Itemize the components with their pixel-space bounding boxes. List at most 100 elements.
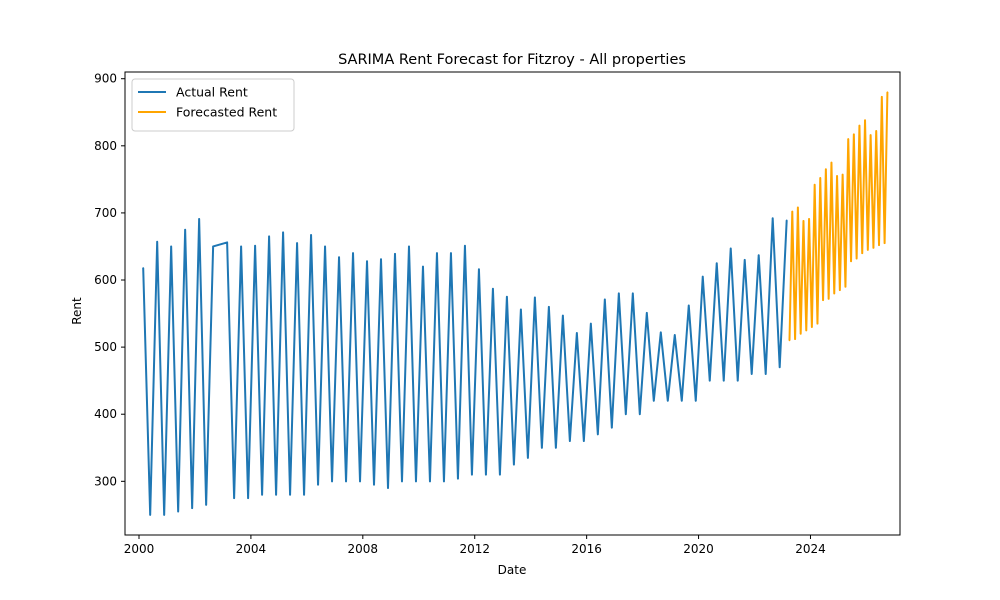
data-point-0-62 — [583, 440, 585, 442]
data-point-1-7 — [808, 218, 810, 220]
data-point-0-40 — [429, 480, 431, 483]
data-point-1-32 — [878, 244, 880, 246]
data-point-1-4 — [799, 332, 802, 335]
data-point-0-54 — [527, 457, 529, 459]
legend-box — [131, 78, 295, 132]
data-point-0-70 — [639, 413, 641, 416]
y-tick-label-1: 400 — [94, 407, 117, 421]
y-tick-label-5: 800 — [94, 139, 117, 153]
data-point-0-3 — [163, 514, 165, 516]
data-point-1-18 — [839, 289, 841, 291]
series-line-1 — [788, 92, 889, 341]
legend: Actual Rent Forecasted Rent — [131, 78, 295, 132]
legend-label-0: Actual Rent — [176, 85, 248, 100]
data-point-1-35 — [886, 91, 889, 93]
data-point-0-35 — [394, 253, 396, 255]
data-point-0-64 — [597, 433, 599, 436]
data-point-1-14 — [827, 298, 830, 300]
data-point-1-19 — [841, 173, 844, 176]
data-point-1-12 — [822, 299, 824, 301]
data-point-1-26 — [861, 252, 864, 254]
data-point-0-87 — [757, 254, 760, 256]
x-tick-label-4: 2016 — [571, 542, 602, 556]
data-point-0-88 — [764, 373, 767, 375]
data-point-0-0 — [142, 267, 144, 269]
data-point-0-82 — [722, 379, 725, 382]
data-point-0-41 — [436, 252, 438, 254]
data-point-0-63 — [590, 322, 592, 325]
data-point-0-89 — [771, 217, 774, 220]
y-tick-label-3: 600 — [94, 273, 117, 287]
data-point-0-26 — [331, 480, 333, 483]
data-point-1-30 — [872, 247, 875, 249]
data-point-0-4 — [170, 245, 172, 248]
data-point-0-47 — [478, 268, 480, 271]
data-point-0-21 — [296, 242, 298, 244]
data-point-1-21 — [847, 138, 850, 140]
data-point-1-29 — [869, 134, 872, 136]
data-point-0-80 — [708, 379, 711, 382]
data-point-0-31 — [366, 260, 368, 263]
legend-label-1: Forecasted Rent — [176, 105, 277, 120]
data-point-0-20 — [289, 493, 291, 496]
data-point-1-27 — [864, 119, 866, 122]
data-point-0-52 — [513, 463, 515, 466]
x-tick-label-1: 2004 — [236, 542, 267, 556]
data-point-1-8 — [811, 326, 813, 328]
data-point-1-16 — [833, 292, 836, 295]
data-point-0-46 — [471, 473, 473, 476]
data-point-0-42 — [443, 480, 445, 483]
data-point-0-67 — [618, 292, 620, 295]
data-point-0-34 — [387, 487, 389, 489]
data-point-0-24 — [317, 483, 319, 486]
data-point-0-36 — [401, 480, 403, 483]
data-point-0-16 — [261, 493, 263, 496]
data-point-0-91 — [785, 219, 788, 222]
data-point-0-11 — [226, 241, 228, 244]
data-point-0-39 — [422, 265, 424, 268]
data-point-1-15 — [830, 161, 833, 164]
data-point-1-3 — [797, 206, 799, 209]
data-point-0-30 — [359, 480, 361, 483]
data-point-1-20 — [844, 285, 847, 288]
data-point-0-51 — [506, 295, 508, 298]
y-axis-label: Rent — [70, 297, 84, 325]
data-point-0-66 — [611, 426, 613, 429]
data-point-1-5 — [802, 220, 805, 222]
data-point-0-76 — [680, 400, 683, 402]
data-point-0-45 — [464, 244, 466, 247]
data-point-0-2 — [156, 240, 158, 243]
data-point-0-43 — [450, 252, 452, 254]
data-point-0-13 — [240, 245, 242, 248]
data-point-1-9 — [813, 183, 816, 186]
data-point-0-75 — [673, 334, 676, 336]
data-point-0-12 — [233, 497, 235, 499]
data-point-0-60 — [569, 440, 571, 442]
data-point-1-23 — [853, 133, 855, 136]
chart-title: SARIMA Rent Forecast for Fitzroy - All p… — [338, 52, 686, 68]
data-point-0-48 — [485, 473, 487, 476]
data-point-0-19 — [282, 231, 284, 234]
y-tick-label-6: 900 — [94, 72, 117, 86]
data-point-0-81 — [715, 262, 718, 265]
plot-area — [142, 91, 889, 516]
x-axis-label: Date — [498, 563, 527, 577]
data-point-1-17 — [836, 175, 838, 177]
data-point-0-74 — [666, 400, 669, 402]
data-point-0-55 — [534, 296, 536, 299]
data-point-1-33 — [881, 96, 883, 98]
data-point-0-86 — [750, 373, 753, 375]
x-tick-label-5: 2020 — [683, 542, 714, 556]
data-point-0-79 — [701, 275, 704, 278]
data-point-0-37 — [408, 245, 410, 248]
x-tick-label-2: 2008 — [348, 542, 379, 556]
data-point-0-73 — [659, 331, 662, 334]
data-point-1-2 — [794, 338, 796, 340]
data-point-0-57 — [548, 306, 550, 308]
data-point-0-29 — [352, 252, 354, 254]
data-point-0-23 — [310, 234, 312, 236]
data-point-0-77 — [687, 304, 690, 307]
data-point-1-1 — [791, 210, 794, 213]
data-point-0-33 — [380, 258, 382, 261]
